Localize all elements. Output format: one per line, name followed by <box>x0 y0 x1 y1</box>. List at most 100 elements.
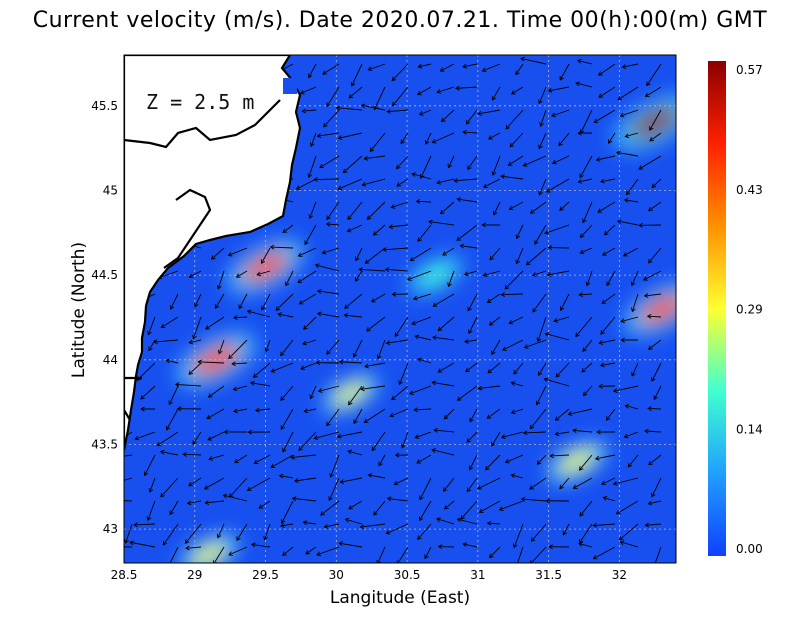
current-arrow <box>648 500 662 505</box>
current-arrow-head <box>400 139 405 145</box>
current-arrow <box>625 405 639 410</box>
current-arrow <box>617 220 639 226</box>
current-arrow-head <box>228 551 234 556</box>
current-arrow <box>205 500 225 504</box>
current-arrow <box>489 247 501 261</box>
current-arrow-head <box>538 190 543 196</box>
y-tick-labels: 43 43.5 44 44.5 45 45.5 <box>91 99 118 536</box>
current-arrow <box>455 86 478 89</box>
current-arrow-head <box>547 245 553 251</box>
current-arrow <box>401 431 409 448</box>
current-arrow-head <box>372 231 378 236</box>
current-arrow-head <box>188 370 194 375</box>
current-arrow <box>416 454 432 464</box>
current-arrow-head <box>343 313 349 318</box>
current-arrow-head <box>305 550 310 555</box>
current-arrow <box>545 333 570 341</box>
current-arrow <box>651 178 662 188</box>
current-arrow-head <box>486 414 492 419</box>
current-arrow-head <box>621 64 627 69</box>
current-arrow <box>416 200 432 203</box>
current-arrow <box>377 546 386 563</box>
current-arrow-head <box>297 252 303 257</box>
current-arrow <box>271 362 294 373</box>
current-arrow-head <box>644 92 650 97</box>
current-arrow <box>555 408 570 421</box>
current-arrow-head <box>386 496 392 502</box>
current-arrow-head <box>335 105 341 111</box>
current-arrow-head <box>594 455 600 461</box>
current-arrow-head <box>280 519 286 524</box>
current-arrow <box>643 270 662 281</box>
current-arrow-head <box>395 164 401 170</box>
current-arrow-head <box>562 530 568 536</box>
current-arrow-head <box>515 259 520 265</box>
current-arrow <box>419 109 432 116</box>
current-arrow <box>578 543 593 548</box>
current-arrow <box>124 500 133 502</box>
current-arrow <box>208 454 225 460</box>
current-arrow-head <box>491 441 496 447</box>
current-arrow-head <box>373 511 378 516</box>
current-arrow <box>280 339 294 356</box>
current-arrow-head <box>302 340 307 346</box>
current-arrow <box>160 477 179 498</box>
current-arrow <box>440 201 455 215</box>
current-arrow-head <box>321 249 327 255</box>
current-arrow <box>529 408 547 430</box>
current-arrow-head <box>160 323 166 328</box>
current-arrow <box>389 224 409 228</box>
current-arrow <box>530 546 547 563</box>
current-arrow <box>338 132 363 139</box>
current-arrow <box>509 132 524 148</box>
current-arrow <box>362 178 386 186</box>
current-arrow <box>580 109 593 134</box>
current-arrow <box>482 63 501 72</box>
depth-label: Z = 2.5 m <box>146 90 254 114</box>
current-arrow-head <box>500 174 505 179</box>
current-arrow <box>505 454 524 463</box>
current-arrow-head <box>210 255 216 260</box>
current-arrow <box>464 270 478 276</box>
current-arrow <box>434 429 455 433</box>
current-arrow-head <box>360 103 366 109</box>
current-arrow-head <box>605 416 611 421</box>
current-arrow-head <box>277 312 283 317</box>
current-arrow-head <box>275 306 281 311</box>
current-arrow-head <box>477 485 482 490</box>
y-tick-label: 45 <box>103 183 118 197</box>
current-arrow <box>234 454 248 464</box>
current-arrow-head <box>578 542 583 547</box>
current-arrow <box>211 247 225 260</box>
current-arrow <box>648 339 662 350</box>
current-arrow-head <box>261 305 266 311</box>
current-arrow-head <box>270 463 276 469</box>
shelf-patch <box>283 78 297 94</box>
current-arrow-head <box>246 309 252 315</box>
current-arrow-head <box>419 516 424 522</box>
current-arrow-head <box>505 124 510 130</box>
current-arrow-head <box>649 137 655 142</box>
current-arrow-head <box>369 147 375 153</box>
current-arrow-head <box>463 271 469 277</box>
current-arrow <box>466 477 478 492</box>
current-arrow <box>280 523 294 527</box>
current-arrow <box>366 316 386 332</box>
current-arrow <box>479 500 501 513</box>
current-arrow-head <box>602 251 607 256</box>
current-arrow <box>559 63 570 81</box>
current-arrow <box>270 454 294 468</box>
current-arrow <box>531 523 547 542</box>
current-arrow-head <box>545 498 550 504</box>
current-arrow <box>314 431 340 439</box>
current-arrow <box>581 362 593 373</box>
current-arrow <box>411 316 432 325</box>
current-arrow <box>415 431 432 439</box>
current-arrow-head <box>371 446 377 452</box>
current-arrow-head <box>313 176 318 182</box>
current-arrow-head <box>188 481 193 487</box>
current-arrow <box>532 270 547 276</box>
current-arrow-head <box>322 70 327 75</box>
current-arrow-head <box>366 327 371 332</box>
current-arrow-head <box>367 66 373 72</box>
